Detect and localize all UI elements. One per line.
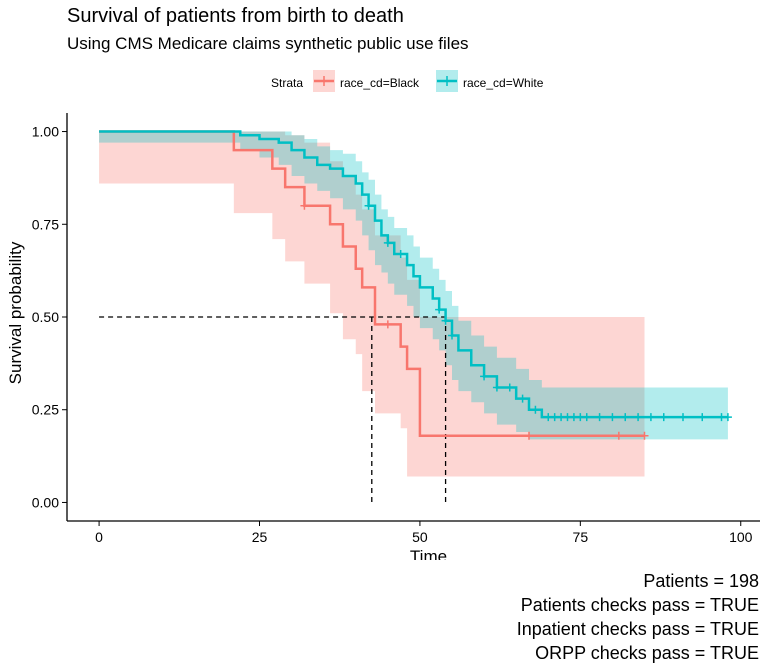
survival-curves xyxy=(99,130,728,437)
censor-mark xyxy=(621,413,630,422)
median-lines xyxy=(99,316,447,503)
caption-patients-checks: Patients checks pass = TRUE xyxy=(520,595,759,615)
censor-mark xyxy=(531,405,540,414)
censor-mark xyxy=(640,431,649,440)
censor-mark xyxy=(448,331,456,340)
censor-mark xyxy=(505,383,514,392)
y-tick-label: 0.75 xyxy=(32,216,59,232)
censor-mark xyxy=(698,413,707,422)
x-tick-label: 100 xyxy=(729,529,753,545)
censor-mark xyxy=(595,413,604,422)
caption-orpp-checks: ORPP checks pass = TRUE xyxy=(535,643,759,663)
censor-marks xyxy=(300,201,732,440)
survival-line-race-cd-white xyxy=(99,130,728,419)
censor-mark xyxy=(383,320,392,329)
censor-mark xyxy=(723,413,732,422)
y-tick-label: 0.50 xyxy=(32,309,59,325)
censor-mark xyxy=(435,305,444,314)
confidence-bands xyxy=(99,131,728,477)
y-axis-label: Survival probability xyxy=(6,241,25,384)
censor-mark xyxy=(608,413,617,422)
censor-mark xyxy=(659,413,668,422)
x-tick-label: 50 xyxy=(412,529,428,545)
censor-mark xyxy=(492,383,501,392)
x-tick-label: 25 xyxy=(252,529,268,545)
axes: 0 25 50 75 100 0.00 0.25 0.50 0.75 1.00 Time Surviv… xyxy=(6,113,760,560)
censor-mark xyxy=(614,431,623,440)
censor-mark xyxy=(480,372,489,381)
ci-band-race-cd-black xyxy=(99,131,645,477)
chart-title: Survival of patients from birth to death xyxy=(67,5,404,27)
censor-mark xyxy=(396,249,405,258)
ci-band-race-cd-white xyxy=(99,131,728,440)
censor-mark xyxy=(582,413,591,422)
censor-mark xyxy=(518,394,527,403)
censor-mark xyxy=(634,413,643,422)
censor-mark xyxy=(525,431,533,440)
chart-subtitle: Using CMS Medicare claims synthetic publ… xyxy=(67,34,469,53)
legend-title: Strata xyxy=(271,76,303,90)
caption-patients: Patients = 198 xyxy=(643,571,759,591)
censor-mark xyxy=(679,413,687,422)
censor-mark xyxy=(300,201,309,210)
x-axis-label: Time xyxy=(410,547,447,560)
survival-line-race-cd-black xyxy=(99,130,645,437)
x-tick-label: 75 xyxy=(573,529,589,545)
censor-mark xyxy=(646,413,655,422)
y-tick-label: 0.25 xyxy=(32,402,59,418)
caption-block: Patients = 198 Patients checks pass = TR… xyxy=(517,569,759,665)
legend-label: race_cd=Black xyxy=(340,76,420,90)
x-tick-label: 0 xyxy=(95,529,103,545)
survival-plot: Strata race_cd=Black race_cd=White 0 25 50 75… xyxy=(6,70,760,560)
censor-mark xyxy=(383,238,392,247)
censor-mark xyxy=(364,201,373,210)
legend-label: race_cd=White xyxy=(463,76,544,90)
y-tick-label: 0.00 xyxy=(32,494,59,510)
y-tick-label: 1.00 xyxy=(32,124,59,140)
legend: Strata race_cd=Black race_cd=White xyxy=(271,70,544,92)
censor-mark xyxy=(441,316,450,325)
caption-inpatient-checks: Inpatient checks pass = TRUE xyxy=(516,619,759,639)
